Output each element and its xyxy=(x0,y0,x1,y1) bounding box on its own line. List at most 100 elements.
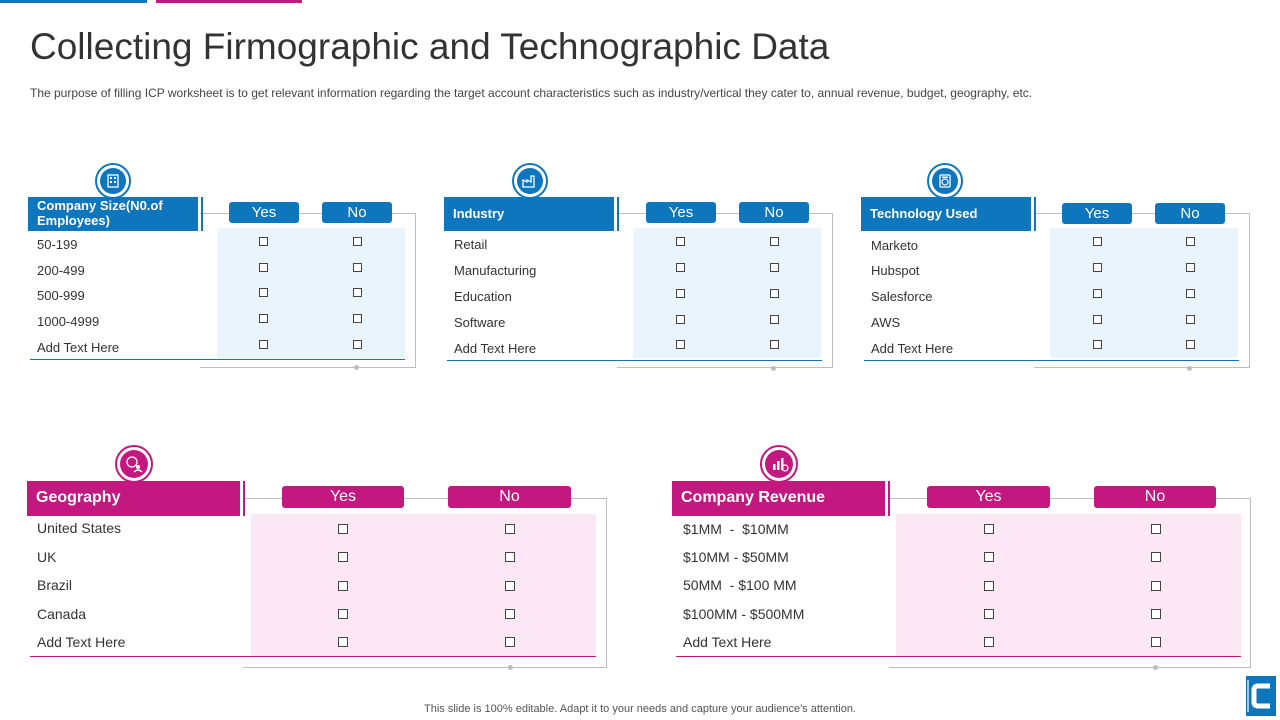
yes-checkbox[interactable] xyxy=(1093,263,1102,272)
row-label: Brazil xyxy=(37,577,73,593)
revenue-no-pill: No xyxy=(1094,486,1216,508)
yes-checkbox[interactable] xyxy=(1093,340,1102,349)
row-label: Salesforce xyxy=(871,289,933,304)
no-checkbox[interactable] xyxy=(353,340,362,349)
no-checkbox[interactable] xyxy=(770,340,779,349)
yes-checkbox[interactable] xyxy=(259,263,268,272)
yes-checkbox[interactable] xyxy=(338,609,348,619)
no-checkbox[interactable] xyxy=(505,609,515,619)
yes-checkbox[interactable] xyxy=(676,340,685,349)
yes-checkbox[interactable] xyxy=(984,552,994,562)
panel-underline xyxy=(447,360,822,361)
yes-checkbox[interactable] xyxy=(1093,289,1102,298)
row-label: 50-199 xyxy=(37,237,78,252)
geography-yes-pill: Yes xyxy=(282,486,404,508)
industry-header: Industry xyxy=(444,197,619,231)
yes-checkbox[interactable] xyxy=(338,637,348,647)
checkbox-area xyxy=(251,514,596,656)
row-label: 200-499 xyxy=(37,263,85,278)
building-icon xyxy=(95,163,131,199)
no-checkbox[interactable] xyxy=(353,288,362,297)
row-label: 50MM - $100 MM xyxy=(683,577,797,593)
panel-frame xyxy=(889,498,1251,668)
checkbox-area xyxy=(896,514,1241,656)
no-checkbox[interactable] xyxy=(353,314,362,323)
technology-no-pill: No xyxy=(1155,203,1225,224)
corner-logo-icon xyxy=(1246,676,1276,716)
row-label: Education xyxy=(454,289,512,304)
yes-checkbox[interactable] xyxy=(984,609,994,619)
yes-checkbox[interactable] xyxy=(338,581,348,591)
revenue-header: Company Revenue xyxy=(672,481,890,516)
yes-checkbox[interactable] xyxy=(338,552,348,562)
top-accent-bar-blue xyxy=(0,0,147,3)
yes-checkbox[interactable] xyxy=(676,237,685,246)
yes-checkbox[interactable] xyxy=(676,315,685,324)
no-checkbox[interactable] xyxy=(1151,524,1161,534)
no-checkbox[interactable] xyxy=(1151,552,1161,562)
panel-frame xyxy=(200,213,416,368)
row-label: Software xyxy=(454,315,506,330)
yes-checkbox[interactable] xyxy=(259,340,268,349)
yes-checkbox[interactable] xyxy=(259,237,268,246)
no-checkbox[interactable] xyxy=(770,237,779,246)
yes-checkbox[interactable] xyxy=(984,637,994,647)
no-checkbox[interactable] xyxy=(1186,263,1195,272)
globe-people-icon xyxy=(115,445,153,483)
checkbox-area xyxy=(1050,228,1238,358)
yes-checkbox[interactable] xyxy=(259,314,268,323)
yes-checkbox[interactable] xyxy=(984,524,994,534)
panel-frame-dot xyxy=(508,665,513,670)
company-size-header: Company Size(N0.of Employees) xyxy=(28,197,203,231)
yes-checkbox[interactable] xyxy=(338,524,348,534)
row-label: $10MM - $50MM xyxy=(683,549,789,565)
no-checkbox[interactable] xyxy=(770,263,779,272)
yes-checkbox[interactable] xyxy=(1093,237,1102,246)
yes-checkbox[interactable] xyxy=(984,581,994,591)
no-checkbox[interactable] xyxy=(770,315,779,324)
no-checkbox[interactable] xyxy=(1186,237,1195,246)
yes-checkbox[interactable] xyxy=(259,288,268,297)
panel-underline xyxy=(30,359,405,360)
geography-header: Geography xyxy=(27,481,245,516)
panel-underline xyxy=(676,656,1241,657)
checkbox-area xyxy=(217,228,405,358)
no-checkbox[interactable] xyxy=(770,289,779,298)
row-label: Canada xyxy=(37,606,87,622)
server-icon xyxy=(927,163,963,199)
footer-note: This slide is 100% editable. Adapt it to… xyxy=(424,703,856,715)
row-label: $100MM - $500MM xyxy=(683,606,805,622)
yes-checkbox[interactable] xyxy=(1093,315,1102,324)
row-label: United States xyxy=(37,520,122,536)
no-checkbox[interactable] xyxy=(1151,581,1161,591)
no-checkbox[interactable] xyxy=(353,237,362,246)
no-checkbox[interactable] xyxy=(1186,340,1195,349)
panel-frame xyxy=(243,498,607,668)
panel-frame xyxy=(1034,213,1250,368)
technology-header: Technology Used xyxy=(861,197,1036,231)
no-checkbox[interactable] xyxy=(1186,289,1195,298)
no-checkbox[interactable] xyxy=(353,263,362,272)
yes-checkbox[interactable] xyxy=(676,263,685,272)
row-label: Add Text Here xyxy=(683,634,772,650)
panel-frame-dot xyxy=(1153,665,1158,670)
no-checkbox[interactable] xyxy=(505,637,515,647)
no-checkbox[interactable] xyxy=(1186,315,1195,324)
panel-frame-dot xyxy=(1187,366,1192,371)
no-checkbox[interactable] xyxy=(505,552,515,562)
row-label: $1MM - $10MM xyxy=(683,521,789,537)
no-checkbox[interactable] xyxy=(505,524,515,534)
no-checkbox[interactable] xyxy=(1151,637,1161,647)
yes-checkbox[interactable] xyxy=(676,289,685,298)
no-checkbox[interactable] xyxy=(1151,609,1161,619)
no-checkbox[interactable] xyxy=(505,581,515,591)
checkbox-area xyxy=(633,228,821,358)
row-label: 1000-4999 xyxy=(37,314,100,329)
row-label: Add Text Here xyxy=(454,341,537,356)
row-label: Marketo xyxy=(871,238,918,253)
panel-underline xyxy=(864,360,1239,361)
row-label: Manufacturing xyxy=(454,263,537,278)
factory-icon xyxy=(512,163,548,199)
row-label: Add Text Here xyxy=(37,340,120,355)
panel-frame xyxy=(617,213,833,368)
